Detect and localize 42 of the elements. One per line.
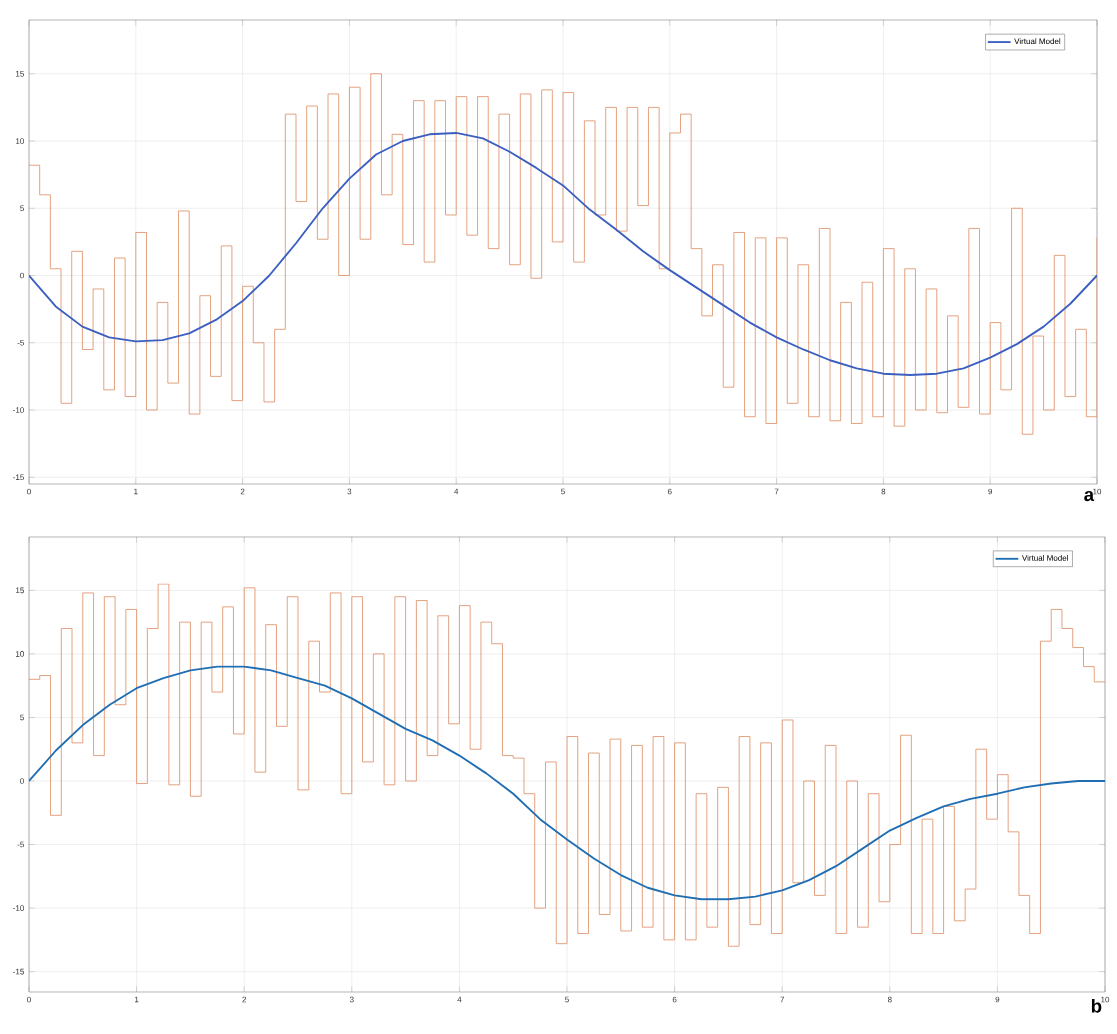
y-tick-label: -15 (13, 968, 24, 975)
x-tick-label: 7 (780, 996, 785, 1003)
text: b (1091, 998, 1102, 1013)
y-tick-label: -5 (17, 841, 24, 848)
legend-label: Virtual Model (1014, 38, 1061, 45)
y-tick-label: 0 (20, 272, 24, 279)
x-tick-label: 4 (457, 996, 462, 1003)
x-tick-label: 1 (134, 488, 138, 495)
y-tick-label: 5 (20, 205, 24, 212)
y-tick-label: 10 (16, 138, 24, 144)
y-tick-label: 15 (16, 587, 24, 594)
legend-label: Virtual Model (1021, 554, 1068, 561)
line-series (29, 132, 1098, 376)
x-tick-label: 0 (27, 488, 31, 495)
y-tick-label: 10 (16, 651, 24, 657)
x-tick-label: 10 (1093, 488, 1102, 495)
x-tick-label: 6 (667, 488, 672, 495)
text: a (1084, 490, 1095, 502)
x-tick-label: 9 (988, 488, 993, 495)
x-tick-label: 3 (349, 996, 354, 1003)
y-tick-label: -10 (13, 905, 24, 911)
x-tick-label: 2 (240, 488, 245, 495)
x-tick-label: 3 (347, 488, 352, 495)
x-tick-label: 4 (454, 488, 459, 495)
x-tick-label: 9 (995, 996, 1000, 1003)
x-tick-label: 5 (565, 996, 569, 1003)
x-tick-label: 5 (561, 488, 565, 495)
x-tick-label: 7 (774, 488, 779, 495)
y-tick-label: 5 (20, 714, 24, 721)
x-tick-label: 2 (242, 996, 247, 1003)
x-tick-label: 0 (27, 996, 31, 1003)
x-tick-label: 10 (1101, 996, 1110, 1003)
x-tick-label: 8 (881, 488, 886, 495)
y-tick-label: 15 (16, 70, 24, 77)
x-tick-label: 1 (134, 996, 139, 1003)
y-tick-label: 0 (20, 778, 24, 784)
y-tick-label: -10 (13, 407, 24, 413)
x-tick-label: 8 (887, 996, 892, 1003)
line-series (29, 665, 1106, 901)
y-tick-label: -15 (13, 474, 24, 481)
x-tick-label: 6 (672, 996, 677, 1003)
y-tick-label: -5 (17, 339, 24, 346)
